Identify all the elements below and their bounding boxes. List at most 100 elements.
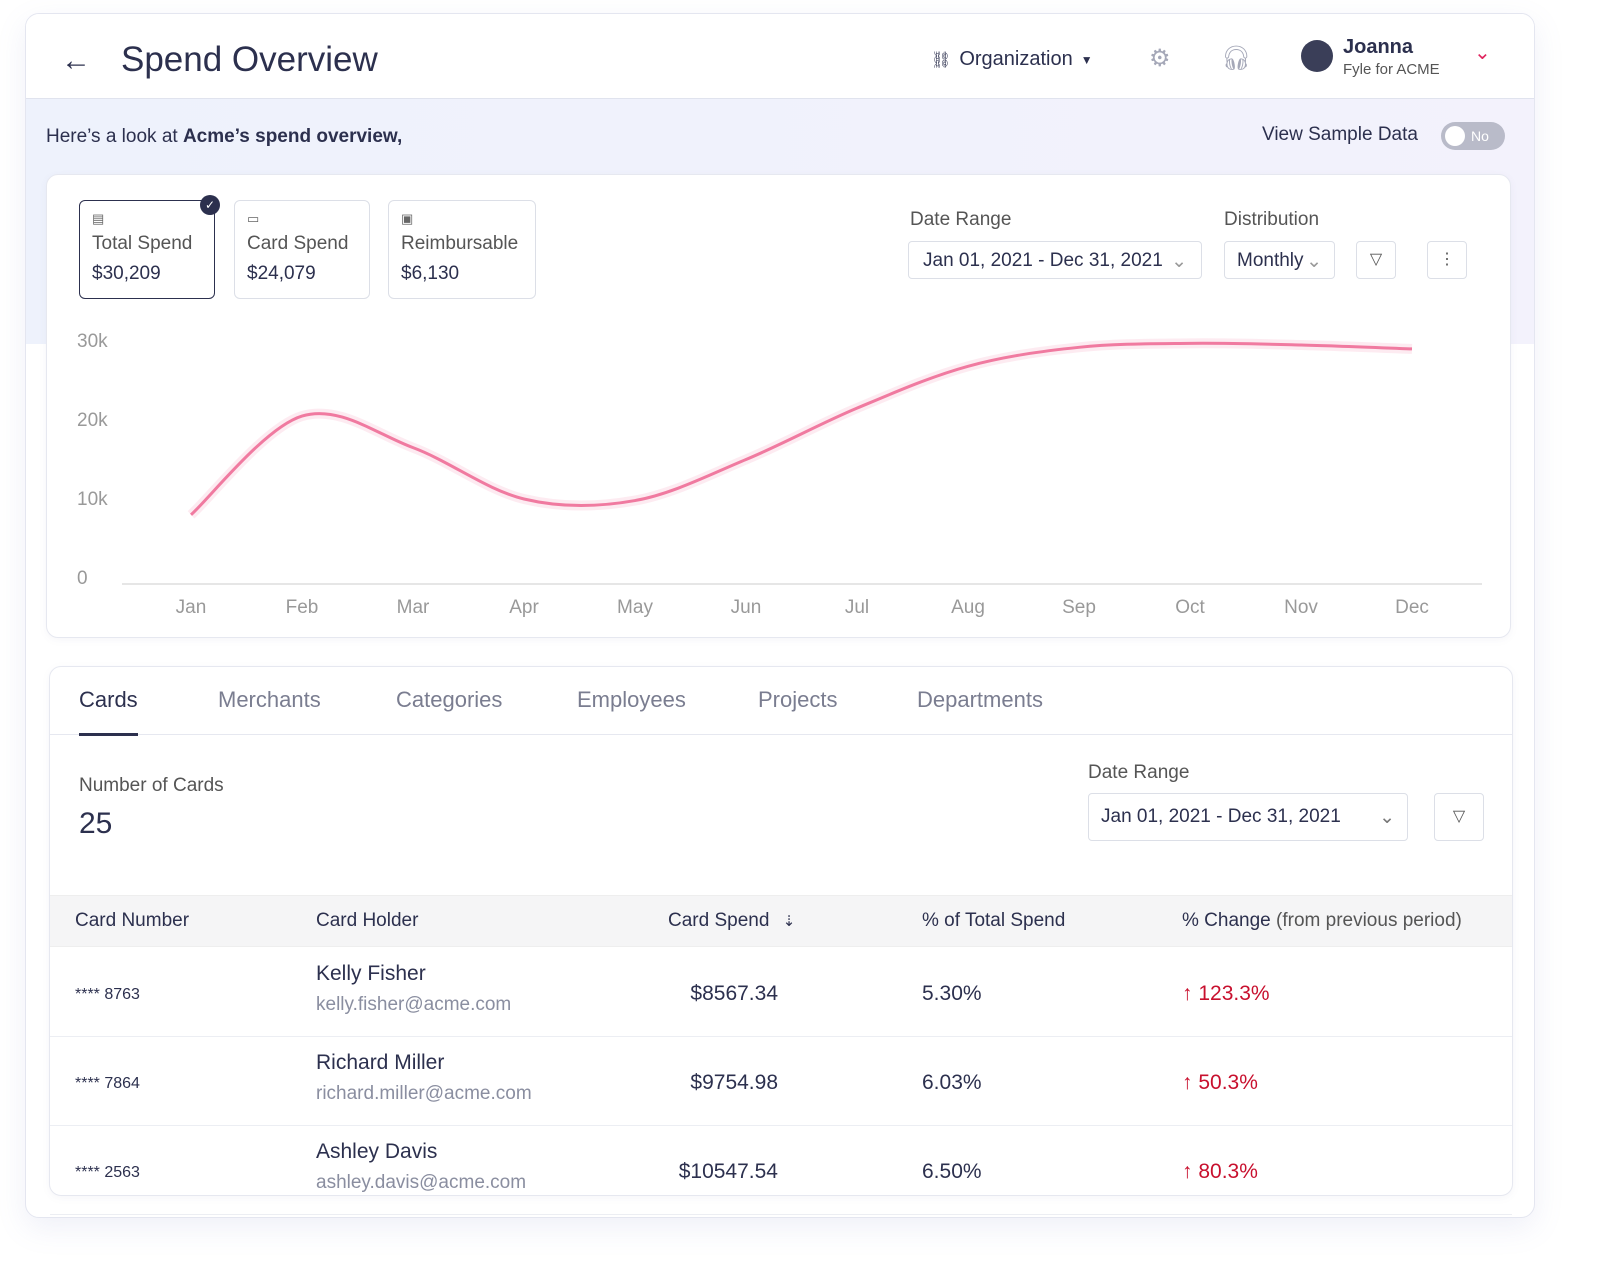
date-range-label: Date Range xyxy=(910,209,1012,230)
tab-departments[interactable]: Departments xyxy=(917,687,1043,712)
col-card-holder[interactable]: Card Holder xyxy=(316,910,419,931)
chevron-down-icon[interactable]: ⌄ xyxy=(1474,42,1491,64)
back-arrow-icon[interactable]: ← xyxy=(61,44,91,77)
more-vertical-icon: ⋮ xyxy=(1439,251,1455,268)
stat-total-spend[interactable]: ✓ ▤ Total Spend $30,209 xyxy=(79,195,220,299)
x-tick-label: Jul xyxy=(845,597,869,618)
top-header: ← Spend Overview ⛓ Organization ▼ ⚙ 🎧︎ J… xyxy=(26,14,1534,99)
stat-label: Total Spend xyxy=(92,233,193,254)
table-header: Card Number Card Holder Card Spend ⇣ % o… xyxy=(50,895,1512,947)
breakdown-tabs: Cards Merchants Categories Employees Project… xyxy=(50,667,1512,736)
user-avatar[interactable] xyxy=(1301,40,1333,72)
sample-data-label: View Sample Data xyxy=(1262,124,1418,145)
tab-projects[interactable]: Projects xyxy=(758,687,838,712)
organization-label: Organization xyxy=(959,48,1073,70)
filter-button[interactable]: ▽ xyxy=(1356,241,1396,279)
arrow-up-icon: ↑ xyxy=(1182,1071,1193,1094)
x-tick-label: Apr xyxy=(509,597,539,618)
x-tick-label: Feb xyxy=(286,597,319,618)
pct-change: ↑ 123.3% xyxy=(1182,982,1270,1006)
caret-down-icon: ▼ xyxy=(1080,52,1093,67)
x-tick-label: Nov xyxy=(1284,597,1318,618)
card-icon: ▭ xyxy=(247,211,260,226)
cards-date-range-select[interactable]: Jan 01, 2021 - Dec 31, 2021 ⌄ xyxy=(1088,793,1408,841)
breakdown-card: Cards Merchants Categories Employees Project… xyxy=(49,666,1513,1215)
card-holder-name: Kelly Fisher xyxy=(316,962,426,985)
x-tick-label: Oct xyxy=(1175,597,1205,618)
gear-icon[interactable]: ⚙ xyxy=(1149,45,1171,72)
card-holder-email: kelly.fisher@acme.com xyxy=(316,994,512,1015)
distribution-value: Monthly xyxy=(1237,250,1304,271)
col-pct-change-label: % Change xyxy=(1182,910,1271,931)
greeting-prefix: Here’s a look at xyxy=(46,126,183,147)
y-tick-label: 30k xyxy=(77,331,108,352)
pct-total: 6.03% xyxy=(922,1071,982,1094)
y-tick-label: 0 xyxy=(77,568,88,589)
spend-series-line xyxy=(190,341,1413,516)
col-pct-change-sub: (from previous period) xyxy=(1276,910,1462,931)
date-range-value: Jan 01, 2021 - Dec 31, 2021 xyxy=(1101,806,1341,827)
greeting: Here’s a look at Acme’s spend overview, xyxy=(46,126,402,148)
card-spend: $8567.34 xyxy=(690,982,778,1005)
chevron-down-icon: ⌄ xyxy=(1306,251,1322,272)
x-tick-label: Dec xyxy=(1395,597,1429,618)
x-tick-label: Jun xyxy=(731,597,762,618)
number-of-cards-label: Number of Cards xyxy=(79,775,224,796)
tab-merchants[interactable]: Merchants xyxy=(218,687,321,712)
user-org: Fyle for ACME xyxy=(1343,61,1440,78)
stat-value: $30,209 xyxy=(92,263,161,284)
user-name: Joanna xyxy=(1343,36,1414,58)
col-card-spend[interactable]: Card Spend ⇣ xyxy=(668,910,795,932)
card-number: **** 8763 xyxy=(75,986,140,1003)
x-tick-label: Aug xyxy=(951,597,985,618)
card-number: **** 7864 xyxy=(75,1075,140,1092)
cash-icon: ▣ xyxy=(401,211,414,226)
col-card-number[interactable]: Card Number xyxy=(75,910,190,931)
card-holder-email: richard.miller@acme.com xyxy=(316,1083,532,1104)
sort-desc-icon[interactable]: ⇣ xyxy=(782,913,796,930)
check-icon: ✓ xyxy=(200,195,220,215)
distribution-label: Distribution xyxy=(1224,209,1320,230)
x-tick-label: Jan xyxy=(176,597,207,618)
tab-employees[interactable]: Employees xyxy=(577,687,686,712)
app-window: ← Spend Overview ⛓ Organization ▼ ⚙ 🎧︎ J… xyxy=(25,13,1535,1218)
distribution-select[interactable]: Monthly ⌄ xyxy=(1224,241,1335,279)
card-holder-email: ashley.davis@acme.com xyxy=(316,1172,527,1193)
card-number: **** 2563 xyxy=(75,1164,140,1181)
card-spend: $9754.98 xyxy=(690,1071,778,1094)
stat-card-spend[interactable]: ▭ Card Spend $24,079 xyxy=(234,200,370,299)
tab-cards[interactable]: Cards xyxy=(79,687,138,736)
card-spend: $10547.54 xyxy=(678,1160,778,1183)
date-range-select[interactable]: Jan 01, 2021 - Dec 31, 2021 ⌄ xyxy=(908,241,1202,279)
page-title: Spend Overview xyxy=(121,40,378,79)
pct-change: ↑ 50.3% xyxy=(1182,1071,1258,1095)
arrow-up-icon: ↑ xyxy=(1182,1160,1193,1183)
col-pct-change[interactable]: % Change (from previous period) xyxy=(1182,910,1462,932)
more-options-button[interactable]: ⋮ xyxy=(1427,241,1467,279)
filter-icon: ▽ xyxy=(1452,808,1466,825)
y-tick-label: 10k xyxy=(77,489,108,510)
stat-label: Card Spend xyxy=(247,233,349,254)
x-tick-label: Sep xyxy=(1062,597,1096,618)
stat-reimbursable[interactable]: ▣ Reimbursable $6,130 xyxy=(388,200,536,299)
arrow-up-icon: ↑ xyxy=(1182,982,1193,1005)
table-row[interactable]: **** 2563 Ashley Davis ashley.davis@acme… xyxy=(50,1126,1512,1215)
col-card-spend-label: Card Spend xyxy=(668,910,770,931)
col-pct-total[interactable]: % of Total Spend xyxy=(922,910,1066,931)
organization-dropdown[interactable]: ⛓ Organization ▼ xyxy=(931,48,1093,71)
pct-change-value: 80.3% xyxy=(1198,1160,1258,1183)
chevron-down-icon: ⌄ xyxy=(1171,251,1187,272)
table-row[interactable]: **** 8763 Kelly Fisher kelly.fisher@acme… xyxy=(50,948,1512,1037)
stat-label: Reimbursable xyxy=(401,233,519,254)
greeting-bold: Acme’s spend overview, xyxy=(182,126,403,147)
cards-filter-button[interactable]: ▽ xyxy=(1434,793,1484,841)
toggle-text: No xyxy=(1471,128,1489,144)
receipt-icon: ▤ xyxy=(92,211,105,226)
pct-total: 6.50% xyxy=(922,1160,982,1183)
date-range-label: Date Range xyxy=(1088,762,1190,783)
spend-line-chart: 0 10k 20k 30k Jan Feb Mar Apr May Jun Jul Aug Sep Oct… xyxy=(77,331,1482,618)
tab-categories[interactable]: Categories xyxy=(396,687,503,712)
table-row[interactable]: **** 7864 Richard Miller richard.miller@… xyxy=(50,1037,1512,1126)
sample-data-toggle[interactable]: No xyxy=(1441,122,1505,150)
headset-icon[interactable]: 🎧︎ xyxy=(1221,45,1252,72)
